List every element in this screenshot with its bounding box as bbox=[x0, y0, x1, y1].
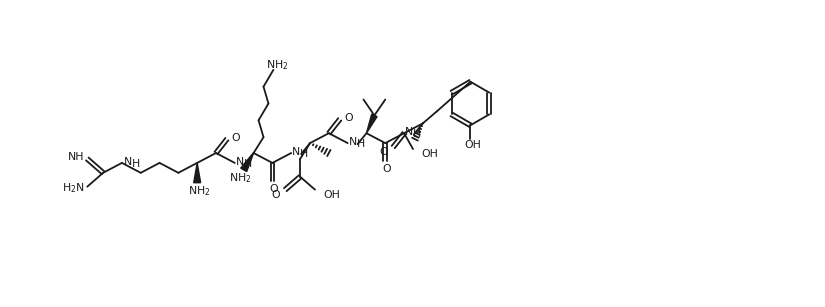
Text: OH: OH bbox=[323, 190, 340, 200]
Text: N: N bbox=[349, 137, 357, 147]
Text: NH: NH bbox=[68, 152, 84, 162]
Text: N: N bbox=[124, 157, 132, 167]
Text: O: O bbox=[271, 190, 280, 200]
Text: O: O bbox=[380, 147, 389, 157]
Text: O: O bbox=[345, 113, 353, 123]
Text: OH: OH bbox=[464, 140, 481, 150]
Text: H: H bbox=[300, 149, 309, 159]
Polygon shape bbox=[194, 163, 200, 183]
Text: N: N bbox=[405, 127, 413, 137]
Text: O: O bbox=[232, 133, 240, 143]
Polygon shape bbox=[241, 153, 253, 172]
Text: O: O bbox=[269, 184, 278, 194]
Text: H: H bbox=[243, 159, 252, 169]
Text: OH: OH bbox=[421, 149, 438, 159]
Text: H: H bbox=[413, 129, 422, 139]
Text: O: O bbox=[382, 164, 390, 174]
Polygon shape bbox=[366, 114, 377, 133]
Text: $\mathregular{NH_2}$: $\mathregular{NH_2}$ bbox=[266, 58, 289, 72]
Text: $\mathregular{NH_2}$: $\mathregular{NH_2}$ bbox=[229, 171, 251, 185]
Text: H: H bbox=[356, 139, 365, 149]
Text: $\mathregular{H_2N}$: $\mathregular{H_2N}$ bbox=[62, 181, 84, 195]
Text: N: N bbox=[236, 157, 244, 167]
Text: $\mathregular{NH_2}$: $\mathregular{NH_2}$ bbox=[188, 184, 210, 197]
Text: H: H bbox=[132, 159, 140, 169]
Text: N: N bbox=[292, 147, 300, 157]
